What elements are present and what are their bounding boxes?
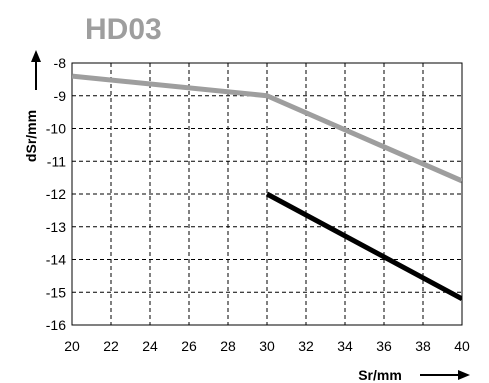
- series-group: [72, 73, 462, 302]
- y-axis-arrow-head: [31, 50, 41, 62]
- chart-title: HD03: [85, 13, 162, 46]
- y-tick-label: -15: [46, 284, 66, 300]
- grid: [72, 63, 462, 325]
- x-axis-label: Sr/mm: [358, 367, 402, 383]
- y-tick-label: -13: [46, 219, 66, 235]
- x-tick-label: 28: [220, 338, 236, 354]
- x-tick-labels: 20 22 24 26 28 30 32 34 36 38 40: [64, 338, 470, 354]
- x-tick-label: 20: [64, 338, 80, 354]
- x-tick-label: 30: [259, 338, 275, 354]
- x-tick-label: 24: [142, 338, 158, 354]
- x-tick-label: 34: [337, 338, 353, 354]
- series-line-1: [72, 73, 462, 184]
- y-tick-labels: -8 -9 -10 -11 -12 -13 -14 -15 -16: [46, 55, 66, 333]
- series-line-2: [265, 191, 462, 302]
- y-axis-label: dSr/mm: [23, 110, 39, 162]
- x-tick-label: 26: [181, 338, 197, 354]
- y-tick-label: -12: [46, 186, 66, 202]
- x-axis-arrow-head: [458, 370, 470, 380]
- y-tick-label: -9: [54, 88, 67, 104]
- y-tick-label: -16: [46, 317, 66, 333]
- x-tick-label: 36: [376, 338, 392, 354]
- x-tick-label: 40: [454, 338, 470, 354]
- plot-frame: [71, 62, 463, 326]
- y-tick-label: -14: [46, 252, 66, 268]
- y-tick-label: -11: [47, 153, 66, 169]
- x-tick-label: 38: [415, 338, 431, 354]
- y-tick-label: -8: [54, 55, 67, 71]
- y-tick-label: -10: [46, 121, 66, 137]
- x-tick-label: 22: [103, 338, 119, 354]
- x-tick-label: 32: [298, 338, 314, 354]
